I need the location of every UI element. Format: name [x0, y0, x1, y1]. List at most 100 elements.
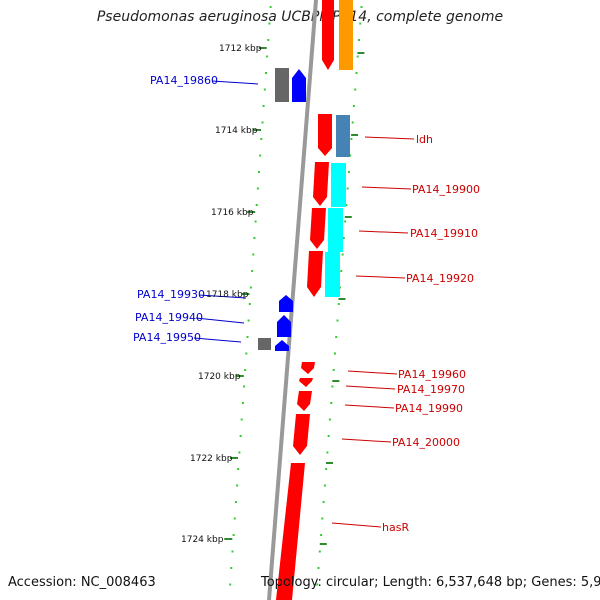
track-dot	[263, 88, 266, 91]
track-major-tick	[332, 380, 340, 382]
ruler-label: 1712 kbp	[219, 44, 262, 54]
track-dot	[337, 303, 340, 305]
track-dot	[261, 121, 264, 124]
leader-hasR	[331, 522, 382, 528]
track-dot	[326, 451, 329, 454]
gene-red-ldh-region	[318, 114, 332, 156]
ruler-label: 1716 kbp	[211, 208, 254, 218]
track-dot	[236, 484, 239, 487]
track-dot	[332, 369, 335, 371]
track-major-tick	[326, 462, 333, 464]
ruler-major-tick	[253, 129, 261, 131]
track-dot	[253, 237, 256, 239]
leader-PA14_19910	[358, 230, 409, 234]
track-dot	[359, 22, 362, 25]
track-dot	[268, 22, 271, 25]
track-dot	[233, 517, 236, 520]
track-dot	[349, 154, 352, 157]
track-dot	[358, 39, 360, 41]
gene-PA14_19900	[331, 163, 346, 207]
track-dot	[330, 402, 333, 404]
gene-PA14_19960	[301, 362, 315, 374]
gene-ldh	[336, 115, 350, 157]
track-dot	[254, 220, 257, 223]
gene-PA14_19860	[292, 69, 306, 102]
leader-ldh	[364, 136, 415, 140]
track-dot	[340, 270, 343, 272]
leader-PA14_20000	[341, 438, 392, 443]
track-dot	[320, 534, 323, 536]
track-dot	[244, 369, 247, 371]
track-dot	[255, 204, 258, 206]
track-major-tick	[338, 298, 346, 300]
track-dot	[231, 550, 234, 553]
track-dot	[247, 319, 250, 322]
outer-dots-right	[316, 6, 363, 586]
track-major-tick	[319, 543, 327, 545]
ruler-major-tick	[258, 47, 267, 49]
gene-PA14_19910	[328, 208, 343, 252]
gene-PA14_19920	[325, 252, 340, 297]
track-dot	[269, 6, 272, 8]
track-dot	[334, 352, 336, 355]
gene-PA14_19940	[277, 315, 291, 337]
gene-PA14_19950	[275, 340, 289, 351]
ruler-label: 1722 kbp	[190, 454, 233, 464]
gene-label-left: PA14_19930	[137, 288, 205, 301]
leader-PA14_19900	[361, 186, 412, 190]
map-title: Pseudomonas aeruginosa UCBPP-PA14, compl…	[96, 9, 504, 25]
topology-text: Topology: circular; Length: 6,537,648 bp…	[261, 575, 600, 590]
track-dot	[346, 187, 349, 190]
gene-top-orange	[339, 0, 353, 70]
track-dot	[266, 55, 269, 58]
ruler-label: 1724 kbp	[181, 535, 224, 545]
track-dot	[322, 501, 325, 503]
track-dot	[318, 550, 321, 553]
gene-hasR	[276, 463, 305, 600]
gene-red-19920	[307, 251, 323, 297]
outer-dots-left	[229, 6, 272, 586]
track-dot	[345, 204, 348, 206]
leader-PA14_19860	[211, 80, 259, 85]
track-dot	[267, 39, 270, 41]
track-dot	[317, 567, 320, 569]
gene-PA14_19990	[297, 391, 312, 411]
track-dot	[351, 121, 354, 124]
track-dot	[323, 484, 326, 487]
gene-gray-19860	[275, 68, 289, 102]
leader-PA14_19960	[347, 370, 398, 375]
gene-label-right: PA14_19960	[398, 368, 466, 381]
gene-top-red	[322, 0, 334, 70]
track-dot	[248, 303, 251, 305]
track-dot	[252, 253, 255, 256]
track-dot	[347, 171, 350, 173]
track-dot	[256, 187, 259, 190]
leader-PA14_19950	[193, 337, 242, 343]
track-dot	[328, 418, 331, 421]
track-dot	[355, 72, 358, 74]
gene-label-right: PA14_19990	[395, 402, 463, 415]
track-dot	[316, 583, 319, 586]
track-dot	[342, 237, 345, 239]
gene-red-19910	[310, 208, 326, 249]
ruler-label: 1720 kbp	[198, 372, 241, 382]
track-dot	[325, 468, 328, 470]
gene-label-right: hasR	[382, 521, 409, 534]
leader-PA14_19990	[344, 404, 395, 409]
track-dot	[230, 567, 233, 569]
track-dot	[229, 583, 232, 586]
gene-label-left: PA14_19860	[150, 74, 218, 87]
ruler-label: 1718 kbp	[206, 290, 249, 300]
track-dot	[344, 220, 347, 223]
track-dot	[237, 468, 240, 470]
gene-PA14_19970	[299, 378, 313, 387]
ruler-major-tick	[241, 293, 250, 295]
track-dot	[352, 105, 355, 107]
ruler-label: 1714 kbp	[215, 126, 258, 136]
track-dot	[335, 336, 338, 338]
gene-label-left: PA14_19950	[133, 331, 201, 344]
gene-label-right: PA14_19910	[410, 227, 478, 240]
track-dot	[262, 105, 265, 107]
gene-gray-19950	[258, 338, 271, 350]
